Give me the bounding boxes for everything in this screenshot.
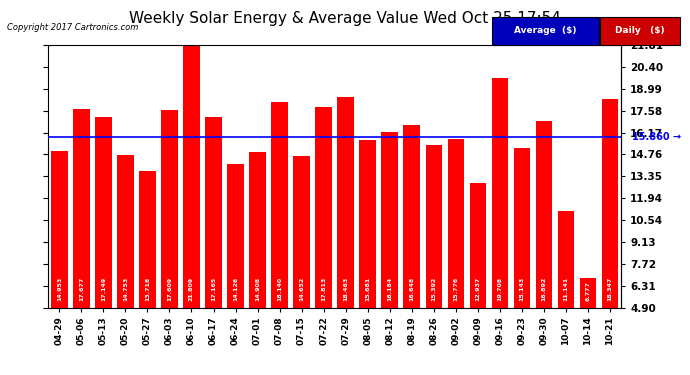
Bar <box>602 99 618 375</box>
Text: 15.143: 15.143 <box>520 277 524 301</box>
Text: 6.777: 6.777 <box>585 281 591 301</box>
Text: 17.149: 17.149 <box>101 277 106 301</box>
Bar <box>426 145 442 375</box>
Bar <box>580 278 596 375</box>
Text: 13.718: 13.718 <box>145 277 150 301</box>
Bar <box>448 139 464 375</box>
Text: 15.776: 15.776 <box>453 277 458 301</box>
Text: 12.937: 12.937 <box>475 277 480 301</box>
Bar <box>51 152 68 375</box>
Text: 15.860 →: 15.860 → <box>633 132 682 142</box>
Text: Weekly Solar Energy & Average Value Wed Oct 25 17:54: Weekly Solar Energy & Average Value Wed … <box>129 11 561 26</box>
Text: 11.141: 11.141 <box>564 277 569 301</box>
Text: 21.809: 21.809 <box>189 277 194 301</box>
Text: 14.652: 14.652 <box>299 277 304 301</box>
Text: 16.892: 16.892 <box>542 277 546 301</box>
Text: 17.677: 17.677 <box>79 277 84 301</box>
Text: 17.813: 17.813 <box>321 277 326 301</box>
Text: 14.753: 14.753 <box>123 277 128 301</box>
Bar <box>139 171 156 375</box>
Bar <box>95 117 112 375</box>
Text: 17.609: 17.609 <box>167 277 172 301</box>
Text: 16.648: 16.648 <box>409 277 414 301</box>
Text: 18.140: 18.140 <box>277 277 282 301</box>
Bar <box>249 152 266 375</box>
Text: 15.392: 15.392 <box>431 277 436 301</box>
Text: 14.908: 14.908 <box>255 277 260 301</box>
Bar <box>271 102 288 375</box>
Bar <box>404 125 420 375</box>
Bar <box>117 154 134 375</box>
Bar <box>337 97 354 375</box>
Text: 14.953: 14.953 <box>57 277 62 301</box>
Bar <box>382 132 398 375</box>
Bar <box>293 156 310 375</box>
Text: 15.681: 15.681 <box>365 277 371 301</box>
Text: Average  ($): Average ($) <box>514 26 577 36</box>
Bar <box>359 140 376 375</box>
Text: 17.165: 17.165 <box>211 277 216 301</box>
Text: 14.126: 14.126 <box>233 277 238 301</box>
Bar <box>535 122 552 375</box>
Text: 18.347: 18.347 <box>607 277 613 301</box>
Bar <box>184 45 199 375</box>
Text: Copyright 2017 Cartronics.com: Copyright 2017 Cartronics.com <box>7 23 138 32</box>
Text: 19.708: 19.708 <box>497 277 502 301</box>
Text: 18.463: 18.463 <box>343 277 348 301</box>
Bar <box>73 109 90 375</box>
Bar <box>315 107 332 375</box>
Bar <box>470 183 486 375</box>
Bar <box>558 211 574 375</box>
Bar <box>205 117 221 375</box>
Bar <box>491 78 508 375</box>
Text: 16.184: 16.184 <box>387 277 392 301</box>
Text: Daily   ($): Daily ($) <box>615 26 664 36</box>
Bar <box>513 148 530 375</box>
Bar <box>161 110 178 375</box>
Bar <box>227 164 244 375</box>
